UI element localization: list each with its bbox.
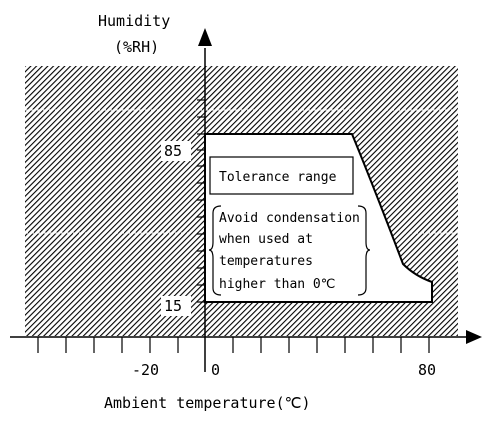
x-axis-arrow-icon (466, 330, 482, 344)
note-line-3: temperatures (219, 254, 313, 269)
note-line-1: Avoid condensation (219, 211, 360, 226)
x-tick-label-80: 80 (418, 361, 436, 379)
note-line-4: higher than 0℃ (219, 277, 335, 292)
note-left-bracket (208, 205, 222, 296)
tolerance-label: Tolerance range (219, 170, 337, 185)
note-line-2: when used at (219, 232, 313, 247)
x-axis-label: Ambient temperature(℃) (104, 394, 311, 412)
x-tick-label-minus20: -20 (132, 361, 159, 379)
tick-85-bg (161, 141, 191, 161)
y-axis-label-line1: Humidity (98, 12, 170, 30)
y-tick-label-15: 15 (164, 297, 182, 315)
y-tick-label-85: 85 (164, 142, 182, 160)
axes (10, 48, 470, 372)
tolerance-label-box (209, 156, 354, 195)
y-axis-arrow-icon (198, 28, 212, 46)
y-axis-ticks (197, 99, 205, 303)
y-axis-label-line2: (%RH) (114, 38, 159, 56)
x-axis-ticks (37, 337, 430, 353)
x-tick-label-0: 0 (211, 361, 220, 379)
tick-15-bg (161, 296, 191, 316)
note-right-bracket (357, 205, 371, 296)
